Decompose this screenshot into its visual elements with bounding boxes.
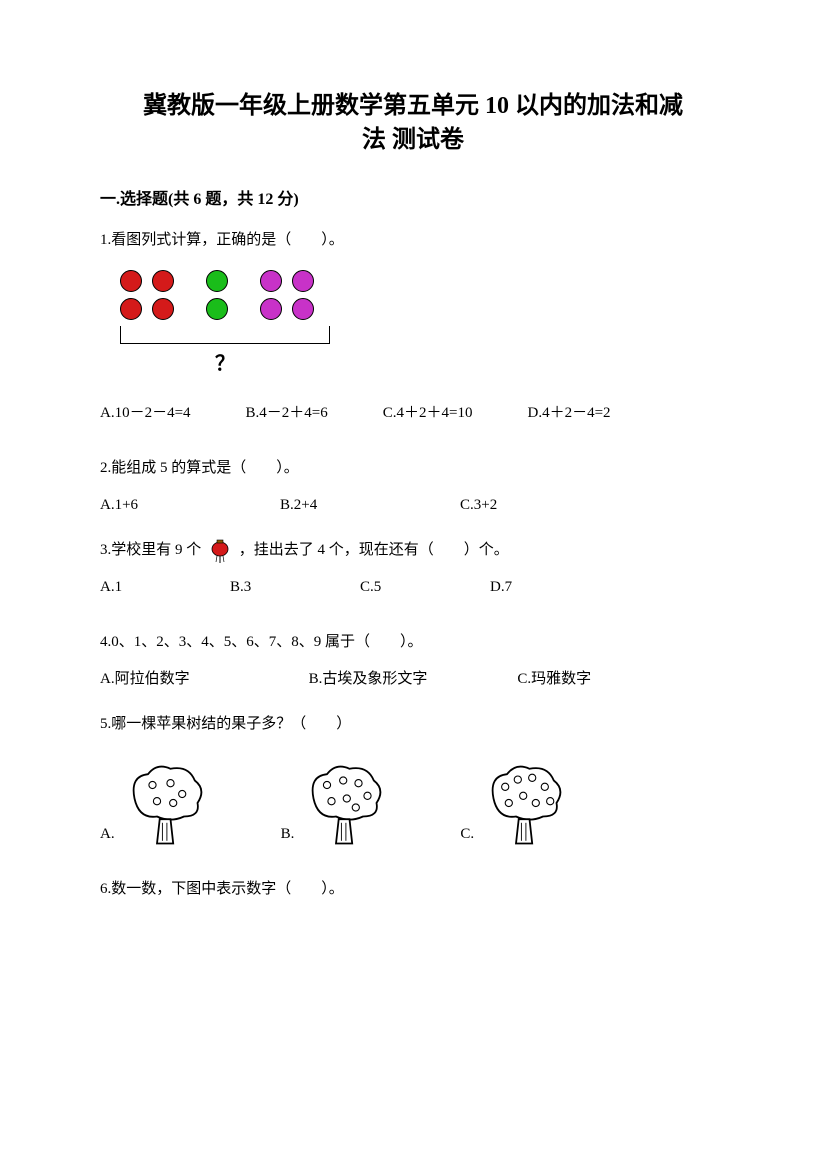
q5-option-b[interactable]: B.	[281, 758, 391, 848]
circle-green	[206, 298, 228, 320]
q5-label-a: A.	[100, 821, 115, 848]
lantern-icon	[209, 538, 231, 564]
circle-green	[206, 270, 228, 292]
question-4: 4.0、1、2、3、4、5、6、7、8、9 属于（ ）。 A.阿拉伯数字 B.古…	[100, 629, 726, 693]
q5-option-c[interactable]: C.	[460, 758, 570, 848]
q1-options: A.10－2－4=4 B.4－2＋4=6 C.4＋2＋4=10 D.4＋2－4=…	[100, 400, 726, 427]
tree-icon	[480, 758, 570, 848]
circle-purple	[292, 298, 314, 320]
title-line-2: 法 测试卷	[100, 124, 726, 158]
circle-purple	[260, 298, 282, 320]
q4-option-c[interactable]: C.玛雅数字	[517, 666, 726, 693]
q2-text: 2.能组成 5 的算式是（ ）。	[100, 455, 726, 482]
question-5: 5.哪一棵苹果树结的果子多？（ ） A. B.	[100, 711, 726, 848]
q1-row-2	[120, 298, 726, 320]
q2-option-c[interactable]: C.3+2	[460, 492, 640, 519]
q3-text-before: 3.学校里有 9 个	[100, 542, 201, 558]
question-6: 6.数一数，下图中表示数字（ ）。	[100, 876, 726, 903]
q3-text-after: ，挂出去了 4 个，现在还有（ ）个。	[239, 542, 509, 558]
q2-options: A.1+6 B.2+4 C.3+2	[100, 492, 726, 519]
circle-red	[120, 298, 142, 320]
q3-text: 3.学校里有 9 个 ，挂出去了 4 个，现在还有（ ）个。	[100, 537, 726, 564]
q1-option-a[interactable]: A.10－2－4=4	[100, 400, 191, 427]
bracket	[120, 326, 330, 344]
page-title: 冀教版一年级上册数学第五单元 10 以内的加法和减 法 测试卷	[100, 90, 726, 157]
q5-text: 5.哪一棵苹果树结的果子多？（ ）	[100, 711, 726, 738]
circle-red	[152, 270, 174, 292]
q3-option-a[interactable]: A.1	[100, 574, 230, 601]
q2-option-a[interactable]: A.1+6	[100, 492, 280, 519]
q1-row-1	[120, 270, 726, 292]
question-1: 1.看图列式计算，正确的是（ ）。 ？ A.10－2－4=4 B.4－2＋4=6…	[100, 227, 726, 427]
q6-text: 6.数一数，下图中表示数字（ ）。	[100, 876, 726, 903]
tree-icon	[300, 758, 390, 848]
title-line-1: 冀教版一年级上册数学第五单元 10 以内的加法和减	[100, 90, 726, 124]
question-mark-icon: ？	[120, 346, 330, 382]
q4-option-a[interactable]: A.阿拉伯数字	[100, 666, 309, 693]
q5-label-c: C.	[460, 821, 474, 848]
tree-icon	[121, 758, 211, 848]
circle-purple	[292, 270, 314, 292]
question-2: 2.能组成 5 的算式是（ ）。 A.1+6 B.2+4 C.3+2	[100, 455, 726, 519]
q3-option-b[interactable]: B.3	[230, 574, 360, 601]
q3-option-c[interactable]: C.5	[360, 574, 490, 601]
q5-option-a[interactable]: A.	[100, 758, 211, 848]
q2-option-b[interactable]: B.2+4	[280, 492, 460, 519]
q3-options: A.1 B.3 C.5 D.7	[100, 574, 726, 601]
circle-red	[120, 270, 142, 292]
section-header: 一.选择题(共 6 题，共 12 分)	[100, 185, 726, 209]
q3-option-d[interactable]: D.7	[490, 574, 620, 601]
q5-options: A. B.	[100, 758, 726, 848]
circle-purple	[260, 270, 282, 292]
q1-option-b[interactable]: B.4－2＋4=6	[246, 400, 328, 427]
q4-text: 4.0、1、2、3、4、5、6、7、8、9 属于（ ）。	[100, 629, 726, 656]
q1-text: 1.看图列式计算，正确的是（ ）。	[100, 227, 726, 254]
q1-diagram: ？	[120, 270, 726, 382]
circle-red	[152, 298, 174, 320]
question-3: 3.学校里有 9 个 ，挂出去了 4 个，现在还有（ ）个。 A.1 B.3 C…	[100, 537, 726, 601]
q1-option-c[interactable]: C.4＋2＋4=10	[383, 400, 473, 427]
q4-options: A.阿拉伯数字 B.古埃及象形文字 C.玛雅数字	[100, 666, 726, 693]
q4-option-b[interactable]: B.古埃及象形文字	[309, 666, 518, 693]
q5-label-b: B.	[281, 821, 295, 848]
q1-option-d[interactable]: D.4＋2－4=2	[527, 400, 610, 427]
